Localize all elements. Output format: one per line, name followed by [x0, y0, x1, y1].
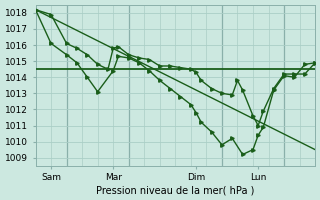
X-axis label: Pression niveau de la mer( hPa ): Pression niveau de la mer( hPa ) [96, 185, 254, 195]
